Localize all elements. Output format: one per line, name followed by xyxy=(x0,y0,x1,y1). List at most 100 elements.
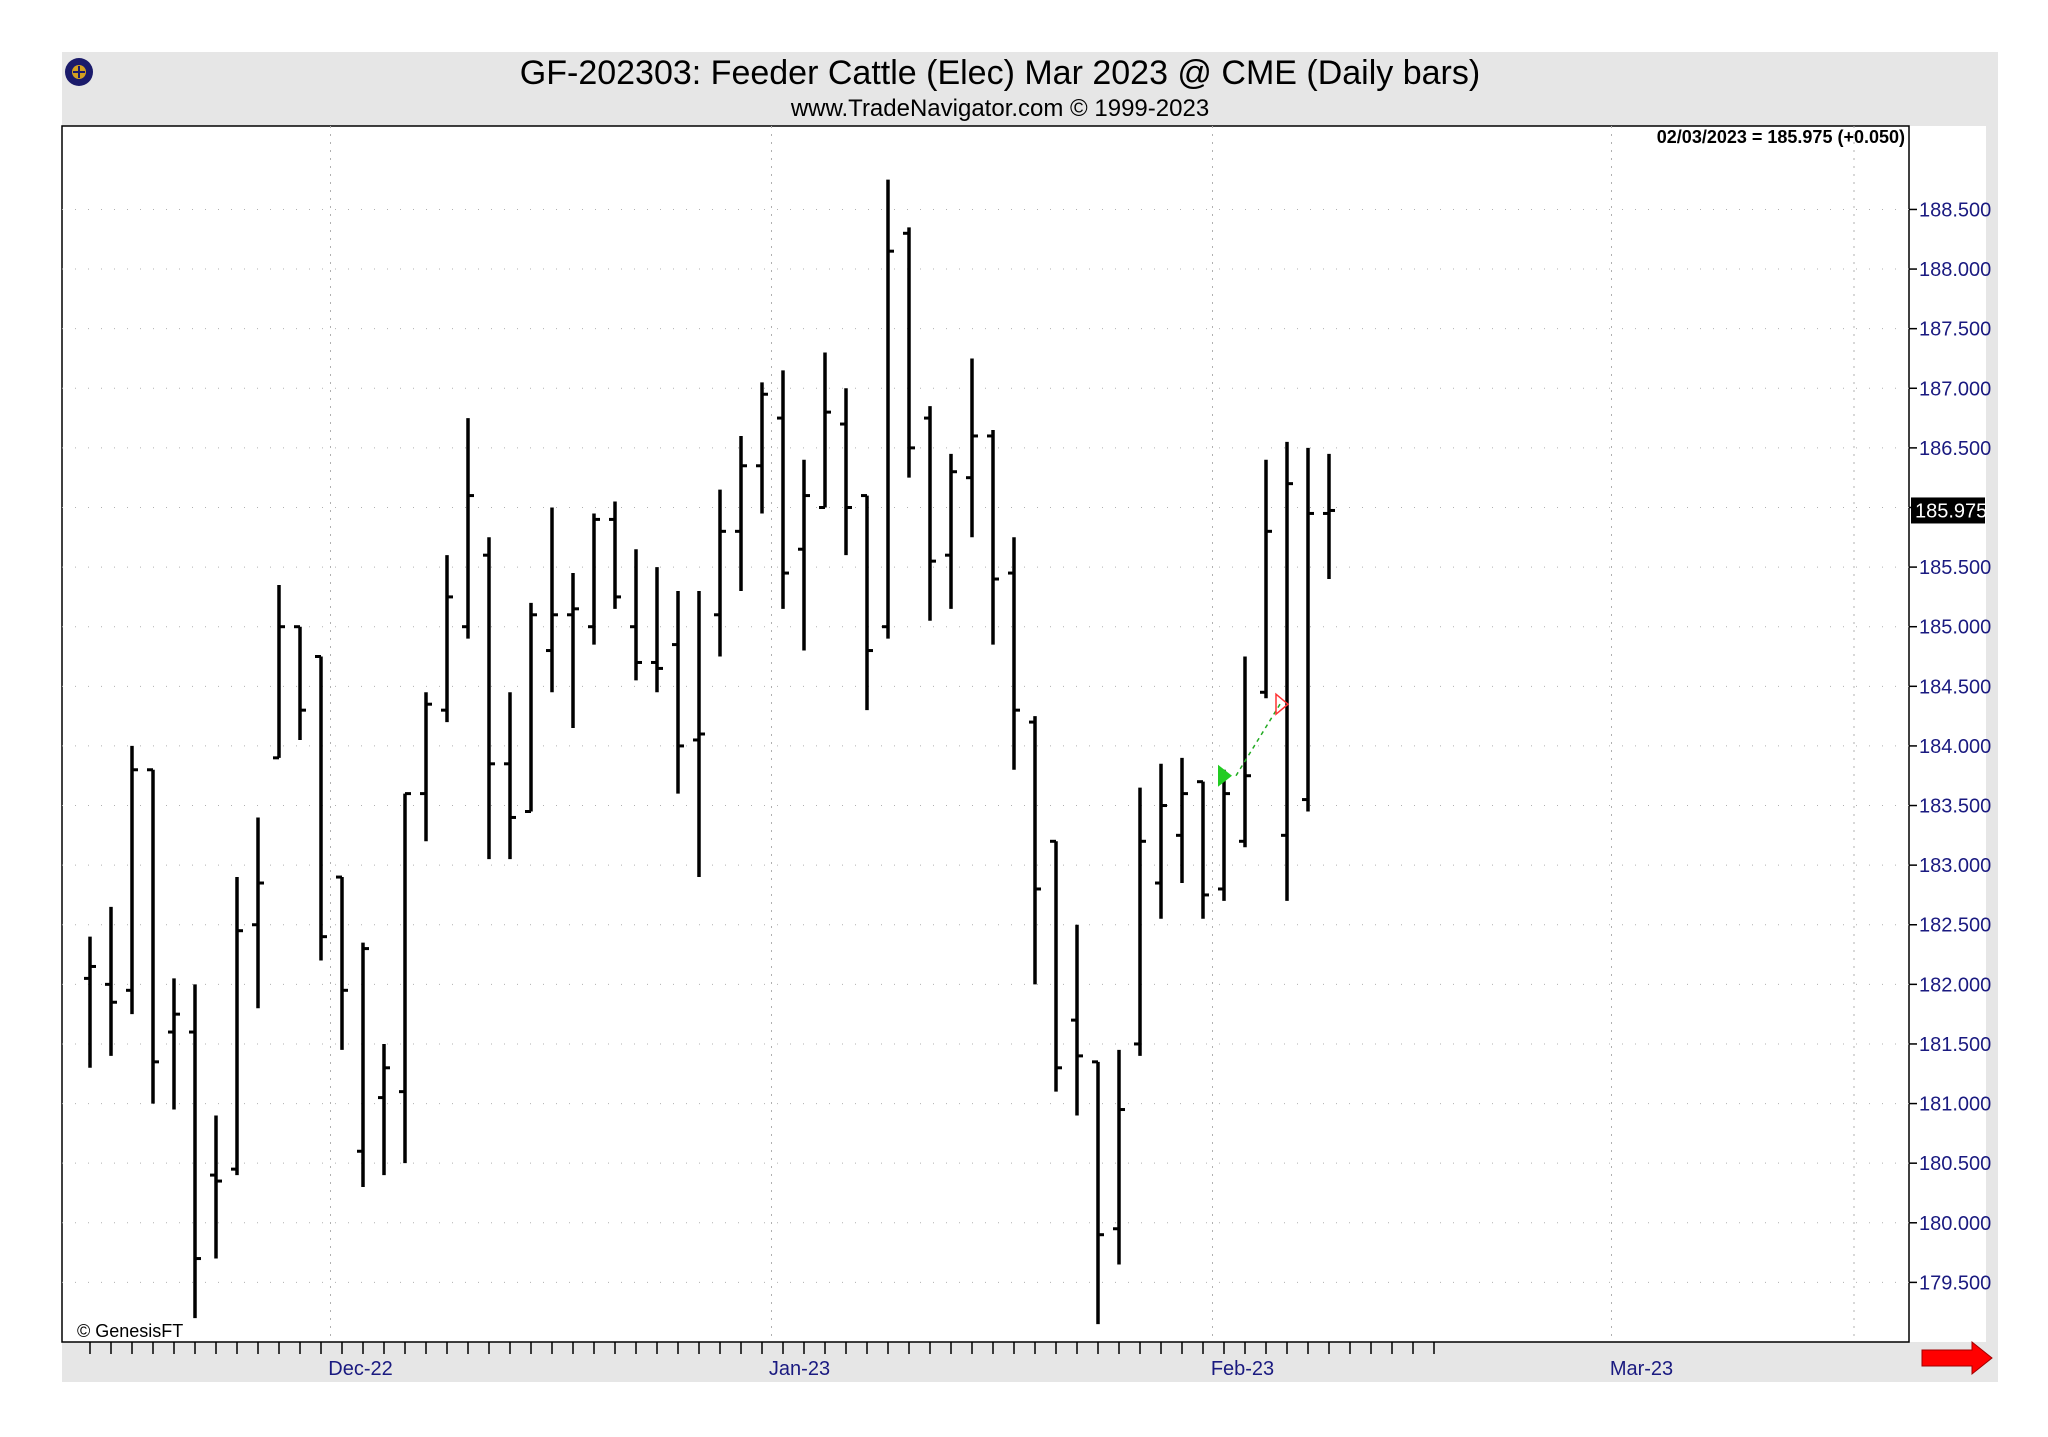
ohlc-bar xyxy=(147,768,159,1104)
price-readout: 02/03/2023 = 185.975 (+0.050) xyxy=(1657,127,1905,147)
ohlc-bar xyxy=(273,584,285,760)
y-tick-label: 186.500 xyxy=(1919,438,1991,460)
ohlc-bar xyxy=(630,549,642,681)
last-price-value: 185.975 xyxy=(1915,500,1987,522)
y-tick-label: 179.500 xyxy=(1919,1272,1991,1294)
ohlc-bar xyxy=(1155,763,1167,919)
ohlc-bar xyxy=(651,567,663,693)
ohlc-bar xyxy=(420,692,432,842)
ohlc-bar xyxy=(1302,447,1314,812)
x-tick-label: Jan-23 xyxy=(769,1358,830,1380)
price-bars xyxy=(84,179,1335,1325)
ohlc-bar xyxy=(1218,769,1230,901)
ohlc-bar xyxy=(294,625,306,740)
signal-markers xyxy=(1218,692,1290,787)
ohlc-bar xyxy=(567,573,579,729)
ohlc-bar xyxy=(1008,537,1020,770)
ohlc-bar xyxy=(378,1043,390,1176)
ohlc-bar xyxy=(315,655,327,961)
ohlc-bar xyxy=(441,555,453,723)
ohlc-bar xyxy=(504,692,516,860)
ohlc-bar xyxy=(126,745,138,1015)
ohlc-bar xyxy=(1029,716,1041,985)
ohlc-bar xyxy=(1260,459,1272,699)
x-tick-label: Mar-23 xyxy=(1610,1358,1673,1380)
x-tick-label: Feb-23 xyxy=(1211,1358,1274,1380)
ohlc-bar xyxy=(1134,787,1146,1056)
ohlc-bar xyxy=(1092,1060,1104,1325)
ohlc-bar xyxy=(714,489,726,657)
ohlc-bar xyxy=(483,537,495,860)
y-tick-label: 180.500 xyxy=(1919,1153,1991,1175)
y-tick-label: 188.500 xyxy=(1919,199,1991,221)
ohlc-bar xyxy=(168,978,180,1110)
ohlc-bar xyxy=(1176,757,1188,884)
y-tick-label: 187.500 xyxy=(1919,319,1991,341)
ohlc-bar xyxy=(777,370,789,609)
last-price-box xyxy=(1911,497,1985,524)
y-axis: 179.500 180.000 180.500 181.000 181.500 182.0… xyxy=(1909,199,1991,1294)
sell-arrow-icon xyxy=(1275,692,1290,716)
y-tick-label: 180.000 xyxy=(1919,1213,1991,1235)
y-tick-label: 181.000 xyxy=(1919,1094,1991,1116)
ohlc-bar xyxy=(210,1115,222,1259)
buy-arrow-icon xyxy=(1218,764,1232,787)
ohlc-bar xyxy=(588,513,600,645)
ohlc-bar xyxy=(1239,656,1251,848)
ohlc-bar xyxy=(861,494,873,711)
grid xyxy=(62,208,1909,1283)
ohlc-bar xyxy=(1197,780,1209,919)
ohlc-bar xyxy=(903,227,915,478)
chart-header xyxy=(62,52,1998,126)
ohlc-bar xyxy=(336,875,348,1050)
ohlc-bar xyxy=(672,590,684,794)
ohlc-bar xyxy=(546,507,558,693)
ohlc-bar xyxy=(189,984,201,1319)
y-tick-label: 182.500 xyxy=(1919,915,1991,937)
ohlc-bar xyxy=(1113,1049,1125,1265)
month-grid xyxy=(330,126,1855,1342)
scroll-right-arrow-icon[interactable] xyxy=(1921,1340,1993,1376)
ohlc-bar xyxy=(105,906,117,1056)
ohlc-bar xyxy=(609,501,621,609)
ohlc-bar xyxy=(252,817,264,1009)
x-axis: Dec-22 Jan-23 Feb-23 Mar-23 xyxy=(89,1342,1673,1380)
signal-connector xyxy=(1235,703,1281,777)
ohlc-bar xyxy=(756,382,768,514)
ohlc-bar xyxy=(735,435,747,591)
ohlc-bar xyxy=(525,602,537,813)
ohlc-bar xyxy=(399,792,411,1164)
ohlc-bar xyxy=(966,358,978,538)
y-tick-label: 184.500 xyxy=(1919,676,1991,698)
ohlc-bar xyxy=(819,352,831,509)
ohlc-bar xyxy=(798,459,810,651)
y-tick-label: 188.000 xyxy=(1919,259,1991,281)
ohlc-bar xyxy=(1071,924,1083,1116)
y-tick-label: 185.500 xyxy=(1919,557,1991,579)
ohlc-bar xyxy=(84,936,96,1068)
ohlc-bar xyxy=(945,453,957,609)
y-tick-label: 187.000 xyxy=(1919,378,1991,400)
plot-area xyxy=(61,125,1910,1343)
ohlc-bar xyxy=(924,406,936,621)
y-tick-label: 183.500 xyxy=(1919,796,1991,818)
ohlc-bar xyxy=(882,179,894,639)
y-tick-label: 182.000 xyxy=(1919,974,1991,996)
copyright-label: © GenesisFT xyxy=(77,1321,183,1341)
app-logo-icon xyxy=(65,58,93,86)
ohlc-bar xyxy=(1050,839,1062,1092)
ohlc-bar xyxy=(987,430,999,645)
chart-subtitle: www.TradeNavigator.com © 1999-2023 xyxy=(790,95,1209,122)
ohlc-bar xyxy=(840,388,852,556)
y-tick-label: 184.000 xyxy=(1919,736,1991,758)
y-tick-label: 183.000 xyxy=(1919,855,1991,877)
ohlc-bar xyxy=(693,590,705,878)
ohlc-bar xyxy=(462,418,474,639)
ohlc-bar xyxy=(231,877,243,1176)
chart-title: GF-202303: Feeder Cattle (Elec) Mar 2023… xyxy=(520,54,1480,92)
last-price-tag: 185.975 xyxy=(1911,497,1987,524)
ohlc-bar xyxy=(1323,453,1335,580)
x-tick-label: Dec-22 xyxy=(328,1358,392,1380)
ohlc-bar xyxy=(1281,441,1293,901)
